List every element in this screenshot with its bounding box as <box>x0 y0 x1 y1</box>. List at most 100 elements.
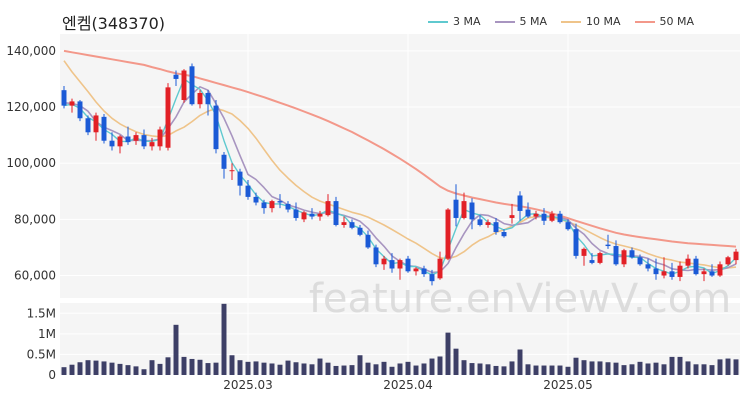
volume-bar <box>597 361 603 375</box>
volume-bar <box>613 362 619 375</box>
volume-bar <box>109 362 115 375</box>
candle-up <box>733 251 739 261</box>
volume-bar <box>557 365 563 375</box>
volume-bar <box>173 324 179 375</box>
candle-down <box>645 264 651 269</box>
candle-down <box>429 274 435 282</box>
volume-bar <box>341 365 347 375</box>
candle-down <box>517 195 523 211</box>
volume-bar <box>333 365 339 375</box>
legend-label: 10 MA <box>586 15 621 28</box>
volume-bar <box>477 363 483 375</box>
legend-item: 5 MA <box>494 15 547 28</box>
candle-down <box>293 209 299 218</box>
legend-swatch <box>494 20 515 23</box>
candle-down <box>565 222 571 230</box>
x-tick-label: 2025.03 <box>223 378 273 392</box>
volume-bar <box>717 359 723 375</box>
candle-down <box>493 222 499 232</box>
legend-label: 3 MA <box>453 15 481 28</box>
volume-tick-label: 1M <box>38 327 56 341</box>
volume-bar <box>117 363 123 375</box>
candle-up <box>685 258 691 266</box>
volume-bar <box>229 355 235 375</box>
candle-down <box>389 260 395 269</box>
candle-up <box>269 201 275 209</box>
candle-down <box>421 268 427 275</box>
legend-item: 3 MA <box>428 15 481 28</box>
volume-bar <box>221 303 227 375</box>
volume-bar <box>509 361 515 375</box>
volume-bar <box>493 365 499 375</box>
volume-bar <box>421 363 427 375</box>
volume-bar <box>485 364 491 375</box>
volume-bar <box>549 365 555 375</box>
volume-bar <box>621 365 627 375</box>
volume-bar <box>69 364 75 375</box>
volume-bar <box>661 364 667 375</box>
candle-down <box>245 185 251 197</box>
volume-tick-label: 1.5M <box>27 306 56 320</box>
price-tick-label: 120,000 <box>6 100 56 114</box>
volume-bar <box>205 363 211 375</box>
volume-bar <box>669 356 675 375</box>
volume-bar <box>405 361 411 375</box>
volume-bar <box>277 364 283 375</box>
volume-bar <box>413 365 419 375</box>
price-plot-area <box>60 34 740 298</box>
candle-down <box>405 258 411 272</box>
candle-up <box>181 70 187 100</box>
candle-up <box>165 87 171 148</box>
volume-bar <box>653 362 659 375</box>
legend-swatch <box>428 20 448 23</box>
candle-up <box>485 222 491 225</box>
candle-down <box>637 257 643 265</box>
volume-bar <box>133 366 139 375</box>
candle-up <box>197 92 203 105</box>
candle-down <box>669 271 675 277</box>
candle-up <box>149 142 155 147</box>
candle-down <box>253 196 259 203</box>
candle-down <box>453 199 459 218</box>
volume-bar <box>693 364 699 375</box>
candle-down <box>109 140 115 147</box>
volume-bar <box>453 348 459 375</box>
candle-down <box>557 213 563 223</box>
volume-bar <box>285 360 291 375</box>
volume-bar <box>325 362 331 375</box>
candle-down <box>173 74 179 79</box>
volume-bar <box>733 359 739 375</box>
volume-bar <box>429 358 435 375</box>
volume-bar <box>469 363 475 375</box>
price-tick-label: 80,000 <box>14 212 56 226</box>
candle-down <box>605 244 611 247</box>
candle-up <box>621 250 627 265</box>
candle-up <box>725 257 731 265</box>
volume-bar <box>125 365 131 375</box>
candle-up <box>549 213 555 221</box>
volume-bar <box>381 361 387 375</box>
volume-bar <box>141 369 147 375</box>
candle-down <box>333 201 339 225</box>
candle-down <box>629 250 635 258</box>
legend: 3 MA 5 MA 10 MA 50 MA <box>428 15 694 28</box>
candle-down <box>373 247 379 265</box>
volume-bar <box>293 362 299 375</box>
volume-bar <box>237 360 243 375</box>
volume-bar <box>157 363 163 375</box>
candle-down <box>285 203 291 210</box>
candle-up <box>509 215 515 218</box>
candle-down <box>101 116 107 141</box>
candle-down <box>349 222 355 228</box>
volume-bar <box>85 360 91 375</box>
candle-up <box>533 213 539 217</box>
volume-bar <box>525 364 531 375</box>
legend-item: 50 MA <box>634 15 695 28</box>
legend-label: 50 MA <box>659 15 695 28</box>
candle-down <box>589 260 595 263</box>
volume-bar <box>725 358 731 375</box>
candle-down <box>125 136 131 143</box>
volume-bar <box>589 361 595 375</box>
